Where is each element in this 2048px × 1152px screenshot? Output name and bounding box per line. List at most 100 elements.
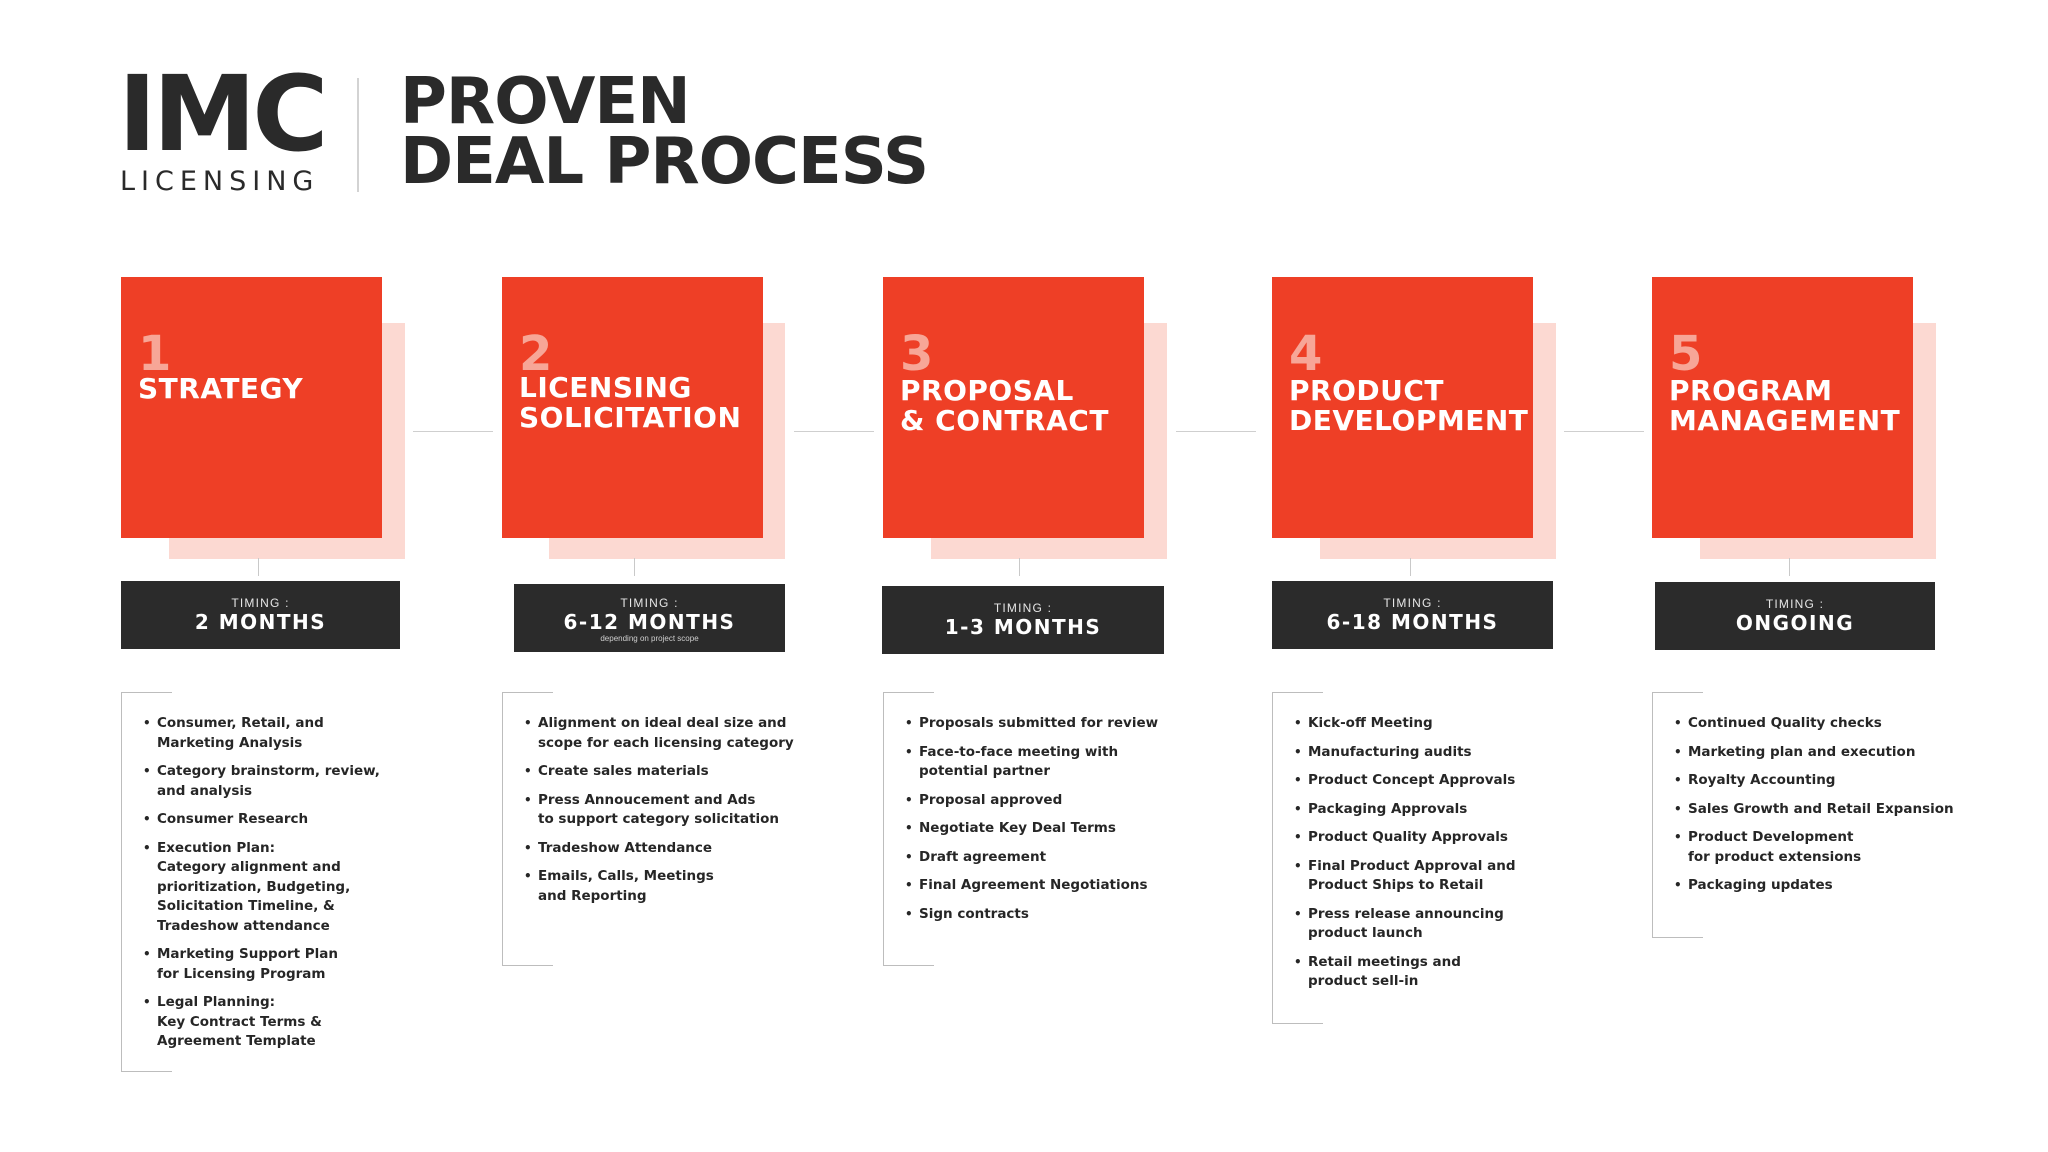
timing-value: 1-3 MONTHS bbox=[944, 615, 1102, 639]
timing-box: TIMING : 6-18 MONTHS bbox=[1272, 581, 1553, 649]
list-item: Emails, Calls, Meetings and Reporting bbox=[524, 867, 794, 906]
step-title: STRATEGY bbox=[138, 374, 303, 404]
step-title: PRODUCT DEVELOPMENT bbox=[1289, 376, 1528, 436]
page-title: PROVEN DEAL PROCESS bbox=[400, 65, 929, 199]
step-connector bbox=[1410, 558, 1411, 576]
list-bracket bbox=[1272, 692, 1323, 1024]
step-number: 5 bbox=[1669, 326, 1703, 382]
list-bracket bbox=[502, 692, 553, 966]
connector-line-4 bbox=[1564, 431, 1644, 432]
list-item: Negotiate Key Deal Terms bbox=[905, 819, 1175, 839]
step-number: 2 bbox=[519, 326, 553, 382]
activity-list: Consumer, Retail, and Marketing Analysis… bbox=[143, 714, 403, 1061]
list-item: Legal Planning: Key Contract Terms & Agr… bbox=[143, 993, 403, 1052]
logo-imc: IMC bbox=[118, 53, 329, 175]
step-4: 4 PRODUCT DEVELOPMENT TIMING : 6-18 MONT… bbox=[1272, 0, 1572, 1152]
timing-box: TIMING : 1-3 MONTHS bbox=[882, 586, 1164, 654]
timing-label: TIMING : bbox=[231, 596, 290, 610]
timing-note: depending on project scope bbox=[600, 634, 699, 643]
activity-list: Alignment on ideal deal size and scope f… bbox=[524, 714, 794, 915]
list-bracket bbox=[121, 692, 172, 1072]
list-item: Consumer Research bbox=[143, 810, 403, 830]
step-title-line: PROPOSAL bbox=[900, 374, 1074, 407]
step-title: PROGRAM MANAGEMENT bbox=[1669, 376, 1900, 436]
step-number: 1 bbox=[138, 326, 172, 382]
list-item: Create sales materials bbox=[524, 762, 794, 782]
list-bracket bbox=[1652, 692, 1703, 938]
step-title-line: STRATEGY bbox=[138, 372, 304, 405]
connector-line-1 bbox=[413, 431, 493, 432]
list-item: Face-to-face meeting with potential part… bbox=[905, 743, 1175, 782]
list-item: Sign contracts bbox=[905, 905, 1175, 925]
timing-label: TIMING : bbox=[1765, 597, 1825, 611]
step-connector bbox=[258, 558, 259, 576]
list-item: Sales Growth and Retail Expansion bbox=[1674, 800, 1964, 820]
list-item: Retail meetings and product sell-in bbox=[1294, 953, 1564, 992]
step-title-line: PROGRAM bbox=[1669, 374, 1833, 407]
list-item: Product Quality Approvals bbox=[1294, 828, 1564, 848]
list-item: Proposal approved bbox=[905, 791, 1175, 811]
list-item: Tradeshow Attendance bbox=[524, 839, 794, 859]
step-2: 2 LICENSING SOLICITATION TIMING : 6-12 M… bbox=[502, 0, 802, 1152]
step-title-line: PRODUCT bbox=[1289, 374, 1445, 407]
timing-label: TIMING : bbox=[993, 601, 1053, 615]
connector-line-3 bbox=[1176, 431, 1256, 432]
activity-list: Proposals submitted for review Face-to-f… bbox=[905, 714, 1175, 933]
step-3: 3 PROPOSAL & CONTRACT TIMING : 1-3 MONTH… bbox=[882, 0, 1183, 1152]
timing-value: 6-12 MONTHS bbox=[563, 610, 736, 634]
list-item: Marketing plan and execution bbox=[1674, 743, 1964, 763]
timing-value: ONGOING bbox=[1735, 611, 1855, 635]
timing-box: TIMING : 2 MONTHS bbox=[121, 581, 400, 649]
list-item: Draft agreement bbox=[905, 848, 1175, 868]
step-card bbox=[1652, 277, 1913, 538]
step-5: 5 PROGRAM MANAGEMENT TIMING : ONGOING Co… bbox=[1652, 0, 1972, 1152]
list-item: Category brainstorm, review, and analysi… bbox=[143, 762, 403, 801]
list-item: Press release announcing product launch bbox=[1294, 905, 1564, 944]
timing-label: TIMING : bbox=[620, 596, 679, 610]
list-bracket bbox=[883, 692, 934, 966]
list-item: Alignment on ideal deal size and scope f… bbox=[524, 714, 794, 753]
step-title: LICENSING SOLICITATION bbox=[519, 373, 741, 433]
timing-value: 2 MONTHS bbox=[194, 610, 327, 634]
timing-box: TIMING : 6-12 MONTHS depending on projec… bbox=[514, 584, 785, 652]
step-connector bbox=[1789, 558, 1790, 576]
step-number: 3 bbox=[900, 326, 934, 382]
activity-list: Continued Quality checks Marketing plan … bbox=[1674, 714, 1964, 905]
step-card bbox=[502, 277, 763, 538]
step-title: PROPOSAL & CONTRACT bbox=[900, 376, 1109, 436]
activity-list: Kick-off Meeting Manufacturing audits Pr… bbox=[1294, 714, 1564, 1001]
list-item: Final Agreement Negotiations bbox=[905, 876, 1175, 896]
connector-line-2 bbox=[794, 431, 874, 432]
list-item: Product Development for product extensio… bbox=[1674, 828, 1964, 867]
header: IMC LICENSING PROVEN DEAL PROCESS bbox=[0, 0, 2048, 220]
timing-label: TIMING : bbox=[1383, 596, 1442, 610]
step-title-line: DEVELOPMENT bbox=[1289, 404, 1529, 437]
step-number: 4 bbox=[1289, 326, 1323, 382]
step-card bbox=[1272, 277, 1533, 538]
step-card bbox=[121, 277, 382, 538]
step-1: 1 STRATEGY TIMING : 2 MONTHS Consumer, R… bbox=[121, 0, 421, 1152]
list-item: Marketing Support Plan for Licensing Pro… bbox=[143, 945, 403, 984]
list-item: Continued Quality checks bbox=[1674, 714, 1964, 734]
list-item: Packaging Approvals bbox=[1294, 800, 1564, 820]
list-item: Packaging updates bbox=[1674, 876, 1964, 896]
timing-value: 6-18 MONTHS bbox=[1326, 610, 1499, 634]
list-item: Proposals submitted for review bbox=[905, 714, 1175, 734]
list-item: Press Annoucement and Ads to support cat… bbox=[524, 791, 794, 830]
list-item: Final Product Approval and Product Ships… bbox=[1294, 857, 1564, 896]
list-item: Product Concept Approvals bbox=[1294, 771, 1564, 791]
step-title-line: SOLICITATION bbox=[519, 401, 742, 434]
list-item: Consumer, Retail, and Marketing Analysis bbox=[143, 714, 403, 753]
list-item: Manufacturing audits bbox=[1294, 743, 1564, 763]
list-item: Kick-off Meeting bbox=[1294, 714, 1564, 734]
list-item: Royalty Accounting bbox=[1674, 771, 1964, 791]
step-card bbox=[883, 277, 1144, 538]
timing-box: TIMING : ONGOING bbox=[1655, 582, 1935, 650]
step-title-line: & CONTRACT bbox=[900, 404, 1109, 437]
page-title-line-2: DEAL PROCESS bbox=[400, 125, 929, 199]
logo-licensing: LICENSING bbox=[120, 166, 320, 197]
list-item: Execution Plan: Category alignment and p… bbox=[143, 839, 403, 937]
page-title-line-1: PROVEN bbox=[400, 65, 691, 139]
step-title-line: MANAGEMENT bbox=[1669, 404, 1901, 437]
step-connector bbox=[634, 558, 635, 576]
